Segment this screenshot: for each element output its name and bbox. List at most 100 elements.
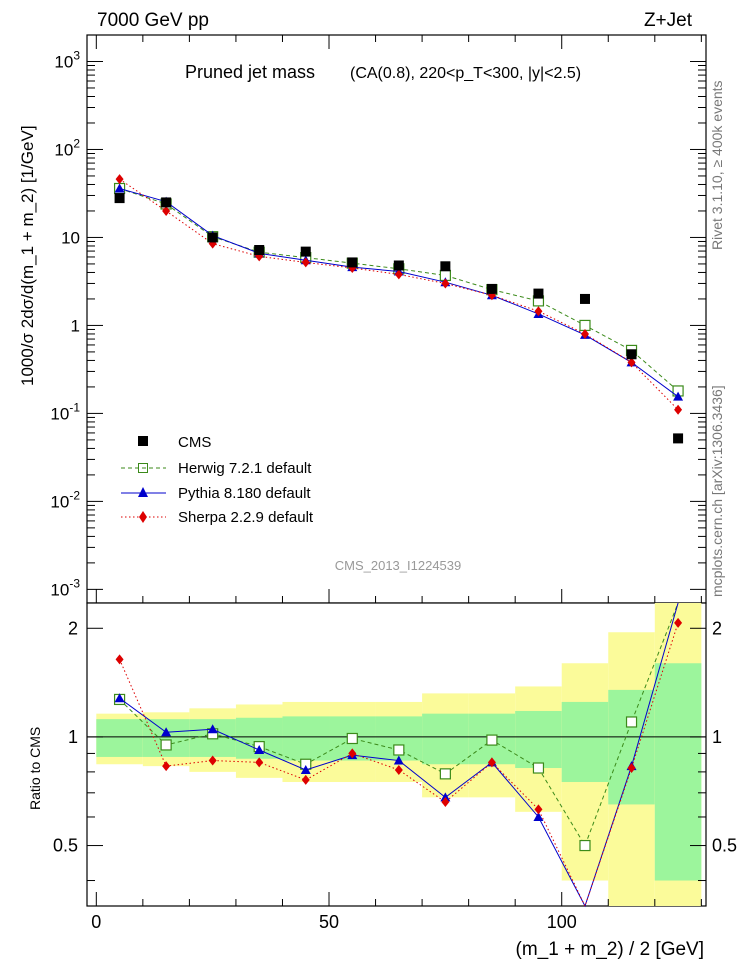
legend: CMS Herwig 7.2.1 default Pythia 8.180 de…	[121, 434, 314, 526]
ratio-band-inner	[515, 710, 562, 769]
analysis-label: CMS_2013_I1224539	[335, 558, 462, 573]
point-cms	[673, 433, 684, 444]
ratio-band-inner	[561, 701, 609, 783]
ratio-point-sherpa	[208, 755, 217, 766]
ratio-tick-label: 2	[68, 618, 78, 638]
legend-label-cms: CMS	[178, 434, 211, 451]
ratio-point-pythia	[440, 792, 451, 802]
y-tick-label: 103	[54, 48, 80, 71]
point-cms	[626, 349, 637, 360]
legend-marker-sherpa	[139, 511, 147, 523]
point-cms	[579, 293, 590, 304]
y-axis-title: 1000/σ 2dσ/d(m_1 + m_2) [1/GeV]	[18, 125, 37, 386]
chart-title: Pruned jet mass	[185, 62, 315, 82]
energy-label: 7000 GeV pp	[97, 10, 209, 31]
y-tick-label: 1	[71, 316, 80, 335]
ratio-band-inner	[142, 719, 190, 757]
ratio-band-inner	[422, 713, 469, 765]
series-line-sherpa	[119, 178, 679, 411]
ratio-point-sherpa	[348, 748, 357, 759]
ratio-point-sherpa	[394, 764, 403, 775]
x-tick-label: 50	[319, 912, 339, 932]
point-sherpa	[534, 306, 543, 317]
ratio-point-herwig	[160, 739, 172, 751]
ratio-point-herwig	[346, 732, 358, 745]
ratio-point-herwig	[532, 762, 545, 774]
source-note: mcplots.cern.ch [arXiv:1306.3436]	[709, 385, 725, 597]
ratio-point-herwig	[439, 768, 451, 780]
rivet-note: Rivet 3.1.10, ≥ 400k events	[709, 80, 725, 250]
legend-marker-pythia	[138, 487, 148, 497]
ratio-point-pythia	[161, 727, 172, 737]
ratio-point-pythia	[207, 724, 218, 734]
ratio-tick-label-right: 2	[712, 618, 722, 638]
point-cms	[347, 257, 358, 268]
point-cms	[207, 232, 218, 243]
y-tick-label: 10-1	[50, 400, 80, 423]
point-sherpa	[162, 205, 171, 216]
ratio-tick-label-right: 0.5	[712, 836, 737, 856]
point-sherpa	[115, 174, 124, 185]
ratio-point-pythia	[393, 755, 404, 765]
ratio-axis-title: Ratio to CMS	[27, 727, 43, 810]
y-tick-label: 10	[61, 228, 80, 247]
ratio-point-herwig	[625, 716, 638, 728]
ratio-point-sherpa	[534, 804, 543, 815]
point-cms	[300, 246, 311, 257]
point-sherpa	[394, 269, 403, 280]
point-sherpa	[580, 328, 589, 339]
series-line-herwig	[119, 188, 679, 392]
chart-subtitle: (CA(0.8), 220<p_T<300, |y|<2.5)	[350, 65, 581, 82]
legend-marker-herwig	[138, 463, 148, 473]
point-sherpa	[441, 278, 450, 289]
ratio-point-sherpa	[255, 757, 264, 768]
ratio-tick-label: 1	[68, 727, 78, 747]
point-cms	[393, 260, 404, 271]
y-tick-label: 10-3	[50, 576, 80, 599]
ratio-point-sherpa	[301, 774, 310, 785]
point-sherpa	[674, 404, 683, 415]
ratio-tick-label: 0.5	[53, 836, 78, 856]
x-tick-label: 100	[547, 912, 577, 932]
point-herwig	[579, 319, 591, 332]
ratio-point-sherpa	[674, 617, 683, 628]
ratio-point-pythia	[254, 744, 265, 754]
series-line-pythia	[119, 188, 679, 398]
ratio-band-inner	[96, 719, 143, 757]
ratio-band-inner	[608, 689, 655, 805]
ratio-point-herwig	[486, 734, 498, 746]
ratio-band-inner	[654, 663, 702, 881]
ratio-point-sherpa	[627, 763, 636, 774]
point-cms	[254, 244, 265, 255]
ratio-point-sherpa	[487, 757, 496, 768]
process-label: Z+Jet	[644, 10, 693, 31]
legend-label-herwig: Herwig 7.2.1 default	[178, 460, 312, 477]
ratio-point-sherpa	[441, 797, 450, 808]
x-tick-label: 0	[91, 912, 101, 932]
ratio-tick-label-right: 1	[712, 727, 722, 747]
point-pythia	[673, 391, 684, 401]
y-tick-label: 10-2	[50, 488, 80, 511]
legend-marker-cms	[138, 436, 148, 446]
axes: 0 50 100 10-3 10-2 10-1 1 10 102 103 0.5 0.5 1 1 2 2	[50, 34, 737, 932]
ratio-point-pythia	[533, 811, 544, 821]
ratio-point-sherpa	[115, 654, 124, 665]
point-cms	[114, 193, 125, 204]
ratio-point-pythia	[114, 693, 125, 703]
x-axis-title: (m_1 + m_2) / 2 [GeV]	[516, 939, 705, 960]
legend-label-sherpa: Sherpa 2.2.9 default	[178, 509, 314, 526]
point-sherpa	[627, 357, 636, 368]
point-cms	[486, 283, 497, 294]
main-series	[113, 174, 684, 444]
point-sherpa	[301, 257, 310, 268]
y-tick-label: 102	[54, 136, 80, 159]
ratio-point-pythia	[300, 764, 311, 774]
ratio-point-herwig	[579, 839, 591, 852]
ratio-bands	[87, 603, 706, 906]
point-cms	[440, 261, 451, 272]
ratio-point-herwig	[393, 744, 405, 756]
ratio-series	[113, 602, 683, 908]
point-cms	[161, 197, 172, 208]
ratio-point-sherpa	[162, 761, 171, 772]
